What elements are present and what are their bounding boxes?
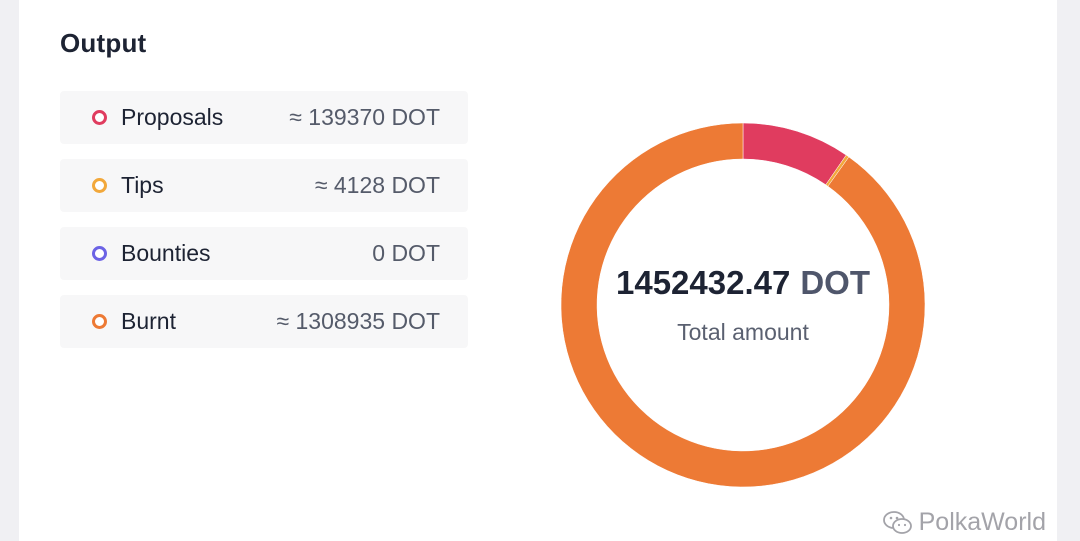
legend-value: ≈ 139370 DOT (289, 104, 440, 130)
legend-value: ≈ 4128 DOT (314, 172, 440, 198)
total-amount: 1452432.47 DOT (562, 264, 924, 302)
legend-label: Bounties (121, 240, 211, 266)
tips-dot-icon (92, 178, 107, 193)
output-legend: Proposals ≈ 139370 DOT Tips ≈ 4128 DOT B… (60, 91, 468, 363)
legend-item-bounties[interactable]: Bounties 0 DOT (60, 227, 468, 280)
legend-label: Burnt (121, 308, 176, 334)
output-title: Output (60, 28, 147, 58)
legend-value: ≈ 1308935 DOT (276, 308, 441, 334)
burnt-dot-icon (92, 314, 107, 329)
total-amount-number: 1452432.47 (615, 264, 791, 301)
donut-slice-proposals[interactable] (742, 122, 847, 186)
legend-label: Tips (121, 172, 164, 198)
watermark: PolkaWorld (882, 508, 1046, 537)
legend-item-burnt[interactable]: Burnt ≈ 1308935 DOT (60, 295, 468, 348)
total-amount-label: Total amount (677, 319, 809, 345)
legend-item-proposals[interactable]: Proposals ≈ 139370 DOT (60, 91, 468, 144)
wechat-icon (882, 510, 912, 534)
legend-item-tips[interactable]: Tips ≈ 4128 DOT (60, 159, 468, 212)
total-amount-unit: DOT (800, 264, 871, 301)
watermark-text: PolkaWorld (918, 508, 1046, 536)
legend-value: 0 DOT (372, 240, 440, 266)
proposals-dot-icon (92, 110, 107, 125)
bounties-dot-icon (92, 246, 107, 261)
donut-slice-burnt[interactable] (560, 122, 926, 488)
legend-label: Proposals (121, 104, 224, 130)
